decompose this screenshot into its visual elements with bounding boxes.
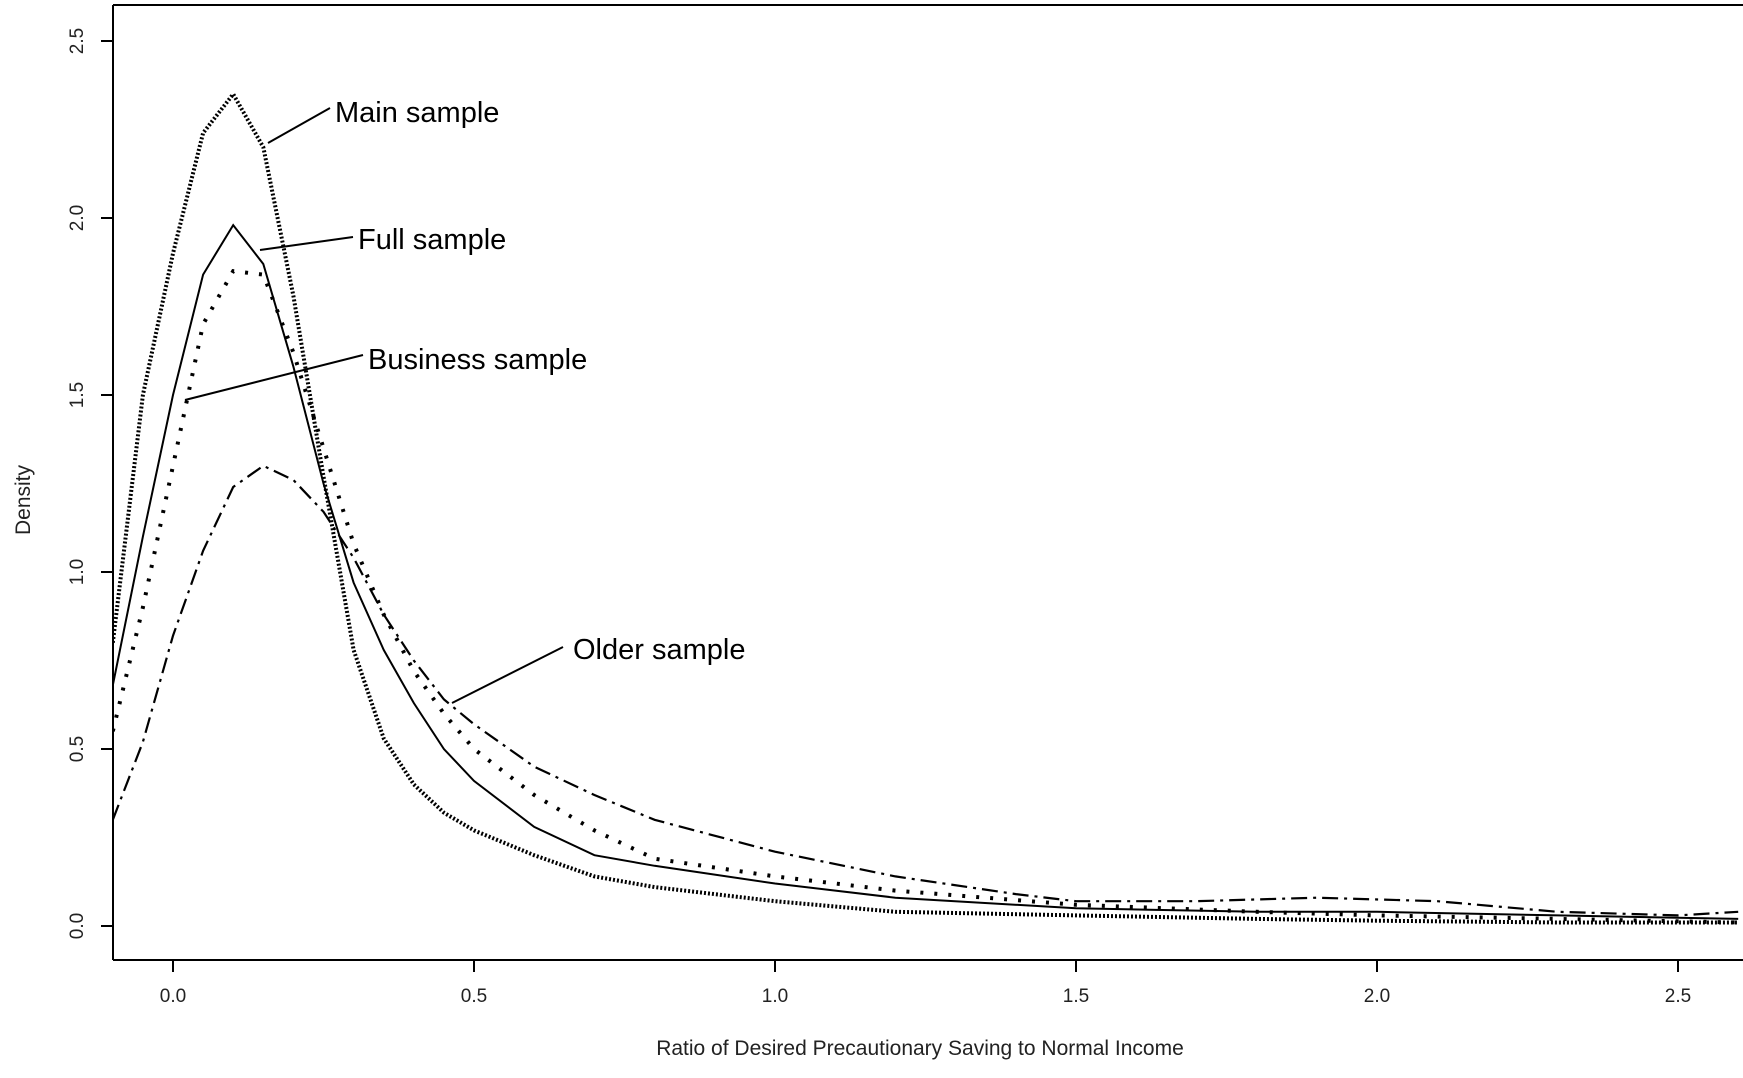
series-line-older-sample xyxy=(113,464,1739,917)
annotation-business-sample-leader xyxy=(184,354,364,401)
annotation-full-sample-leader xyxy=(259,236,354,251)
x-tick-label: 0.0 xyxy=(160,986,186,1007)
y-tick-label: 1.5 xyxy=(67,382,88,408)
x-tick-label: 2.0 xyxy=(1364,986,1390,1007)
annotation-older-sample-label: Older sample xyxy=(573,634,745,666)
series-line-main-sample xyxy=(113,90,1739,925)
series-layer xyxy=(113,90,1739,925)
y-tick-label: 0.5 xyxy=(67,736,88,762)
x-tick-label: 0.5 xyxy=(461,986,487,1007)
series-line-full-sample xyxy=(113,223,1739,920)
annotation-main-sample-leader xyxy=(267,107,331,144)
y-tick-label: 2.0 xyxy=(67,205,88,231)
x-tick-label: 1.0 xyxy=(762,986,788,1007)
y-tick-label: 2.5 xyxy=(67,28,88,54)
annotation-layer: Main sample Full sample Business sample Old… xyxy=(184,97,745,704)
x-tick-label: 2.5 xyxy=(1665,986,1691,1007)
axes: 0.0 0.5 1.0 1.5 2.0 2.5 0.0 0.5 1.0 1.5 2.0 2.5 xyxy=(67,4,1743,1007)
annotation-full-sample-label: Full sample xyxy=(358,224,506,256)
x-tick-label: 1.5 xyxy=(1063,986,1089,1007)
y-axis-label: Density xyxy=(12,464,35,535)
annotation-business-sample-label: Business sample xyxy=(368,344,587,376)
y-tick-label: 1.0 xyxy=(67,559,88,585)
x-axis-label: Ratio of Desired Precautionary Saving to… xyxy=(656,1037,1184,1060)
y-tick-label: 0.0 xyxy=(67,913,88,939)
annotation-older-sample-leader xyxy=(451,646,564,704)
annotation-main-sample-label: Main sample xyxy=(335,97,499,129)
